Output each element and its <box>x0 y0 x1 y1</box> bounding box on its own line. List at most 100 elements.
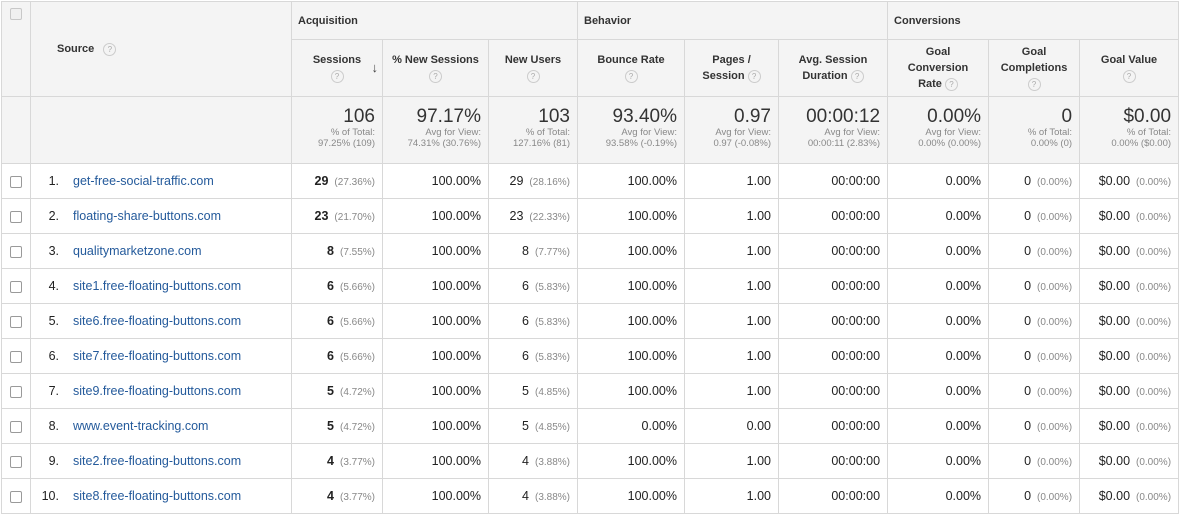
source-link[interactable]: site7.free-floating-buttons.com <box>73 349 242 363</box>
column-header-goal-completions[interactable]: Goal Completions ? <box>988 39 1081 97</box>
column-label: Session <box>702 70 745 82</box>
select-all-checkbox[interactable] <box>10 8 22 21</box>
source-link[interactable]: site2.free-floating-buttons.com <box>73 454 242 468</box>
sessions-value: 5 <box>327 384 334 398</box>
row-checkbox-cell <box>1 338 31 374</box>
source-link[interactable]: www.event-tracking.com <box>73 419 209 433</box>
new-users-percent: (4.85%) <box>534 422 570 433</box>
column-header-bounce-rate[interactable]: Bounce Rate ? <box>577 39 685 97</box>
help-icon[interactable]: ? <box>624 69 638 83</box>
source-link[interactable]: site8.free-floating-buttons.com <box>73 489 242 503</box>
column-label: Avg. Session <box>798 54 868 66</box>
row-checkbox[interactable] <box>10 175 22 188</box>
column-header-new-sessions[interactable]: % New Sessions ? <box>382 39 489 97</box>
bounce-rate-cell: 100.00% <box>577 233 685 269</box>
row-checkbox-cell <box>1 373 31 409</box>
row-checkbox[interactable] <box>10 455 22 468</box>
column-label: % New Sessions <box>392 54 479 66</box>
source-header[interactable]: Source ? <box>30 1 292 97</box>
goal-completions-percent: (0.00%) <box>1037 387 1073 398</box>
sessions-value: 5 <box>327 419 334 433</box>
source-link[interactable]: site6.free-floating-buttons.com <box>73 314 242 328</box>
goal-value-value: $0.00 <box>1098 349 1131 363</box>
sessions-percent: (3.77%) <box>339 457 375 468</box>
goal-value-percent: (0.00%) <box>1136 212 1172 223</box>
goal-value-value: $0.00 <box>1098 384 1131 398</box>
help-icon[interactable]: ? <box>1027 77 1041 91</box>
help-icon[interactable]: ? <box>526 69 540 83</box>
help-icon[interactable]: ? <box>330 69 344 83</box>
source-cell: 5. site6.free-floating-buttons.com <box>30 303 292 339</box>
sessions-percent: (21.70%) <box>334 212 375 223</box>
help-icon[interactable]: ? <box>850 69 864 83</box>
source-link[interactable]: get-free-social-traffic.com <box>73 174 214 188</box>
new-users-percent: (5.83%) <box>534 352 570 363</box>
goal-value-cell: $0.00 (0.00%) <box>1079 198 1179 234</box>
row-checkbox[interactable] <box>10 245 22 258</box>
total-value: 0 <box>1061 106 1073 127</box>
total-caption: Avg for View: <box>425 127 481 138</box>
table-row: 9. site2.free-floating-buttons.com 4 (3.77%… <box>1 443 1179 479</box>
avg-session-duration-cell: 00:00:00 <box>777 373 889 409</box>
help-icon[interactable]: ? <box>1122 69 1136 83</box>
total-value: 00:00:12 <box>806 106 881 127</box>
source-link[interactable]: qualitymarketzone.com <box>73 244 202 258</box>
source-link[interactable]: site1.free-floating-buttons.com <box>73 279 242 293</box>
goal-value-cell: $0.00 (0.00%) <box>1079 373 1179 409</box>
goal-completions-value: 0 <box>1024 384 1032 398</box>
new-users-cell: 8 (7.77%) <box>488 233 578 269</box>
avg-session-duration-cell: 00:00:00 <box>777 478 889 514</box>
row-index: 7. <box>48 384 59 398</box>
new-users-value: 29 <box>509 174 524 188</box>
pages-session-cell: 1.00 <box>684 478 779 514</box>
row-checkbox[interactable] <box>10 490 22 503</box>
row-checkbox[interactable] <box>10 350 22 363</box>
total-caption: % of Total: <box>1027 127 1073 138</box>
column-header-sessions[interactable]: Sessions ? ↓ <box>291 39 383 97</box>
help-icon[interactable]: ? <box>747 69 761 83</box>
total-caption: % of Total: <box>330 127 375 138</box>
sessions-cell: 6 (5.66%) <box>291 268 383 304</box>
goal-completions-cell: 0 (0.00%) <box>988 163 1081 199</box>
pages-session-cell: 0.00 <box>684 408 779 444</box>
table-row: 2. floating-share-buttons.com 23 (21.70%) 10… <box>1 198 1179 234</box>
row-checkbox[interactable] <box>10 280 22 293</box>
row-checkbox[interactable] <box>10 420 22 433</box>
row-index: 2. <box>48 209 59 223</box>
sessions-cell: 23 (21.70%) <box>291 198 383 234</box>
total-goal-value: $0.00% of Total: 0.00% ($0.00) <box>1079 96 1179 164</box>
help-icon[interactable]: ? <box>103 42 117 56</box>
column-header-goal-conversion-rate[interactable]: Goal Conversion Rate ? <box>887 39 990 97</box>
goal-value-cell: $0.00 (0.00%) <box>1079 478 1179 514</box>
goal-completions-value: 0 <box>1024 349 1032 363</box>
total-comparison: 0.00% (0.00%) <box>918 138 982 149</box>
help-icon[interactable]: ? <box>944 77 958 91</box>
row-checkbox[interactable] <box>10 315 22 328</box>
avg-session-duration-cell: 00:00:00 <box>777 408 889 444</box>
new-users-percent: (5.83%) <box>534 317 570 328</box>
sessions-cell: 4 (3.77%) <box>291 478 383 514</box>
avg-session-duration-cell: 00:00:00 <box>777 233 889 269</box>
column-header-goal-value[interactable]: Goal Value ? <box>1079 39 1179 97</box>
column-header-pages-session[interactable]: Pages / Session ? <box>684 39 779 97</box>
new-users-value: 23 <box>509 209 524 223</box>
column-label: Rate <box>918 78 942 90</box>
new-users-value: 5 <box>522 419 529 433</box>
row-checkbox-cell <box>1 233 31 269</box>
column-header-new-users[interactable]: New Users ? <box>488 39 578 97</box>
source-link[interactable]: floating-share-buttons.com <box>73 209 221 223</box>
sessions-cell: 6 (5.66%) <box>291 303 383 339</box>
avg-session-duration-cell: 00:00:00 <box>777 163 889 199</box>
source-link[interactable]: site9.free-floating-buttons.com <box>73 384 242 398</box>
row-checkbox-cell <box>1 198 31 234</box>
column-header-avg-session-duration[interactable]: Avg. Session Duration ? <box>777 39 889 97</box>
totals-row: 106% of Total: 97.25% (109) 97.17% Avg for … <box>1 96 1179 164</box>
help-icon[interactable]: ? <box>429 69 442 83</box>
total-comparison: 97.25% (109) <box>317 138 375 149</box>
table-row: 5. site6.free-floating-buttons.com 6 (5.66%… <box>1 303 1179 339</box>
goal-completions-value: 0 <box>1024 489 1032 503</box>
sort-descending-icon[interactable]: ↓ <box>371 60 379 75</box>
row-checkbox[interactable] <box>10 385 22 398</box>
row-checkbox[interactable] <box>10 210 22 223</box>
total-caption: % of Total: <box>1126 127 1172 138</box>
